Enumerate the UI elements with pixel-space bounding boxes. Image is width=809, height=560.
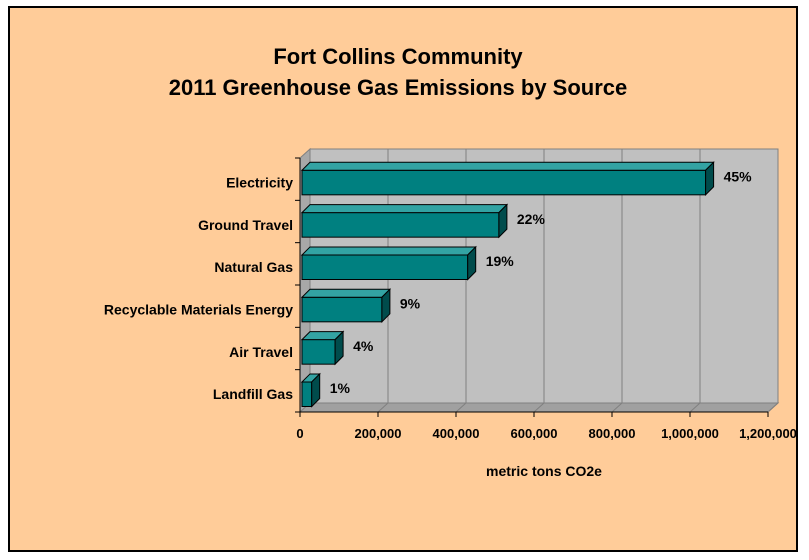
bar-top <box>300 288 392 298</box>
bar-side <box>467 245 477 281</box>
data-label: 45% <box>724 169 753 185</box>
category-label: Natural Gas <box>214 259 293 275</box>
data-label: 4% <box>353 338 374 354</box>
data-label: 1% <box>330 380 351 396</box>
category-label: Recyclable Materials Energy <box>104 302 293 318</box>
bar <box>301 254 469 280</box>
chart-title-line: Fort Collins Community <box>273 44 523 69</box>
x-tick-label: 800,000 <box>589 426 636 441</box>
gridline-floor <box>611 402 623 413</box>
x-tick-label: 0 <box>296 426 303 441</box>
gridline-floor <box>689 402 701 413</box>
gridline-floor <box>455 402 467 413</box>
bar-side <box>498 203 508 239</box>
category-label: Air Travel <box>229 344 293 360</box>
bar <box>301 169 707 196</box>
bar-top <box>300 246 477 256</box>
gridline-floor <box>533 402 545 413</box>
bar <box>301 212 500 238</box>
bar <box>301 339 336 365</box>
x-axis-title: metric tons CO2e <box>486 463 602 479</box>
data-label: 19% <box>486 253 515 269</box>
x-tick-label: 200,000 <box>355 426 402 441</box>
bar-side <box>705 161 715 197</box>
chart-svg: Fort Collins Community 2011 Greenhouse Ga… <box>104 44 796 479</box>
category-label: Ground Travel <box>198 217 293 233</box>
bar-top <box>300 204 509 214</box>
x-tick-label: 400,000 <box>433 426 480 441</box>
bar <box>301 381 313 407</box>
data-label: 9% <box>400 296 421 312</box>
gridline-floor <box>767 402 779 413</box>
data-label: 22% <box>517 211 546 227</box>
x-tick-label: 600,000 <box>511 426 558 441</box>
category-label: Electricity <box>226 175 293 191</box>
x-tick-label: 1,200,000 <box>739 426 796 441</box>
category-label: Landfill Gas <box>213 386 293 402</box>
chart-title-line: 2011 Greenhouse Gas Emissions by Source <box>169 75 628 100</box>
gridline-floor <box>377 402 389 413</box>
x-tick-label: 1,000,000 <box>661 426 719 441</box>
bar-side <box>381 288 391 324</box>
bar-side <box>311 372 321 408</box>
chart-frame: Fort Collins Community 2011 Greenhouse Ga… <box>8 6 798 552</box>
bar <box>301 296 383 323</box>
bar-side <box>334 330 344 366</box>
bar-top <box>300 161 715 171</box>
